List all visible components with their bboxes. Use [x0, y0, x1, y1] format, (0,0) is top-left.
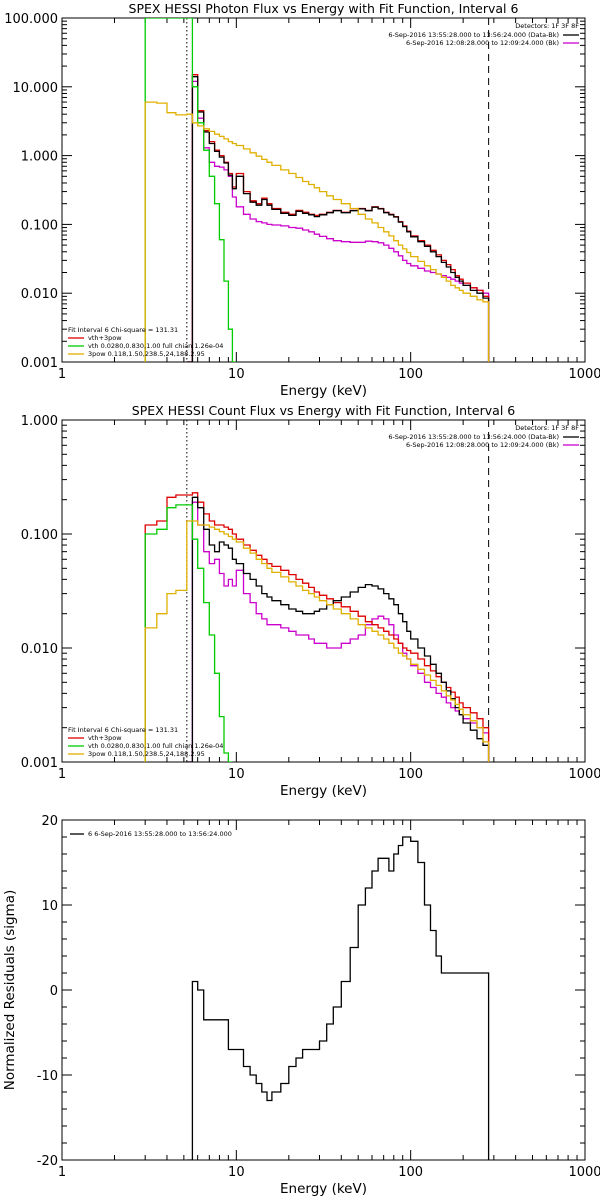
legend-entry: vth+3pow: [88, 334, 122, 342]
legend-entry: 6-Sep-2016 12:08:28.000 to 12:09:24.000 …: [406, 39, 559, 47]
y-tick-label: 20: [41, 814, 58, 829]
legend-entry: vth 0.0280,0.830,1.00 full chian 1.26e-0…: [88, 342, 223, 350]
series-line-1: [186, 836, 490, 1160]
x-tick-label: 1000: [568, 1165, 600, 1180]
y-tick-label: 0.010: [21, 642, 58, 657]
legend-entry: 3pow 0.118,1.50,238.5,24,188.2.95: [88, 750, 205, 758]
y-tick-label: 0.100: [21, 528, 58, 543]
series-line-5: [144, 101, 490, 362]
chart-panel-2: 1 10 100 1000 0.001 0.010 0.100 1.000 SPEX HESSI…: [21, 403, 600, 799]
plot-frame: [61, 819, 586, 1161]
x-tick-label: 100: [398, 767, 423, 782]
legend-left: Fit Interval 6 Chi-square = 131.31vth+3p…: [68, 726, 223, 758]
x-tick-label: 1: [58, 767, 66, 782]
x-axis-label: Energy (keV): [280, 783, 367, 799]
x-tick-label: 100: [398, 367, 423, 382]
legend-header: Fit Interval 6 Chi-square = 131.31: [68, 726, 178, 734]
legend-entry: 6-Sep-2016 13:55:28.000 to 13:56:24.000 …: [388, 31, 559, 39]
x-tick-label: 1: [58, 367, 66, 382]
series-line-4: [144, 504, 233, 762]
y-tick-label: 0.010: [21, 287, 58, 302]
series-line-4: [144, 18, 237, 362]
series-line-1: [186, 501, 490, 762]
series-line-2: [186, 74, 490, 362]
x-axis-label: Energy (keV): [280, 383, 367, 399]
x-tick-label: 1000: [568, 767, 600, 782]
series-line-3: [186, 76, 490, 362]
legend-header: Fit Interval 6 Chi-square = 131.31: [68, 326, 178, 334]
x-tick-label: 10: [228, 1165, 245, 1180]
y-tick-label: 100.000: [4, 12, 58, 27]
legend-entry: 3pow 0.118,1.50,238.5,24,188.2.95: [88, 350, 205, 358]
x-axis-label: Energy (keV): [280, 1181, 367, 1197]
y-tick-label: -20: [37, 1154, 58, 1169]
legend-entry: 6 6-Sep-2016 13:55:28.000 to 13:56:24.00…: [88, 830, 232, 838]
y-tick-label: 1.000: [21, 414, 58, 429]
y-axis-label: Normalized Residuals (sigma): [2, 890, 18, 1091]
plot-frame: [61, 17, 586, 363]
plot-frame: [61, 419, 586, 763]
legend-left: Fit Interval 6 Chi-square = 131.31vth+3p…: [68, 326, 223, 358]
y-tick-label: 0: [50, 984, 58, 999]
legend-entry: vth 0.0280,0.830,1.00 full chian 1.26e-0…: [88, 742, 223, 750]
legend-entry: vth+3pow: [88, 734, 122, 742]
chart-panel-1: 1 10 100 1000 0.001 0.010 0.100 1.000 10.000 100.…: [4, 1, 600, 399]
y-tick-label: 0.100: [21, 218, 58, 233]
legend-entry: 6-Sep-2016 12:08:28.000 to 12:09:24.000 …: [406, 441, 559, 449]
series-line-1: [186, 80, 490, 362]
legend-top: 6 6-Sep-2016 13:55:28.000 to 13:56:24.00…: [70, 830, 232, 838]
y-tick-label: 0.001: [21, 356, 58, 371]
chart-panel-3: 1 10 100 1000 -20 -10 0 10 20 Energy (keV) Normali…: [2, 814, 600, 1197]
legend-header: Detectors: 1F 3F 8F: [515, 22, 579, 30]
y-tick-label: 0.001: [21, 756, 58, 771]
series-line-3: [186, 496, 490, 762]
legend-entry: 6-Sep-2016 13:55:28.000 to 13:56:24.000 …: [388, 433, 559, 441]
x-tick-label: 1000: [568, 367, 600, 382]
series-line-2: [144, 492, 490, 762]
x-tick-label: 100: [398, 1165, 423, 1180]
x-tick-label: 10: [228, 367, 245, 382]
y-tick-label: 10.000: [13, 81, 59, 96]
y-tick-label: 10: [41, 899, 58, 914]
y-tick-label: 1.000: [21, 150, 58, 165]
x-tick-label: 10: [228, 767, 245, 782]
chart-title: SPEX HESSI Count Flux vs Energy with Fit…: [132, 403, 515, 418]
series-line-5: [144, 520, 490, 762]
y-tick-label: -10: [37, 1069, 58, 1084]
chart-title: SPEX HESSI Photon Flux vs Energy with Fi…: [129, 1, 519, 16]
legend-right: Detectors: 1F 3F 8F6-Sep-2016 13:55:28.0…: [388, 22, 579, 47]
x-tick-label: 1: [58, 1165, 66, 1180]
legend-header: Detectors: 1F 3F 8F: [515, 424, 579, 432]
legend-right: Detectors: 1F 3F 8F6-Sep-2016 13:55:28.0…: [388, 424, 579, 449]
